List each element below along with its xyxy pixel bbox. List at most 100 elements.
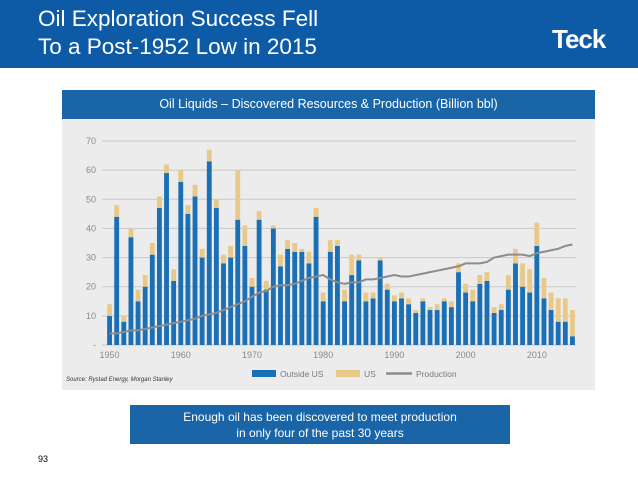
bar-us: [498, 304, 504, 311]
header-banner: Oil Exploration Success Fell To a Post-1…: [0, 0, 638, 68]
bar-outside-us: [534, 245, 540, 345]
bar-outside-us: [384, 289, 390, 345]
bar-outside-us: [206, 161, 212, 345]
bar-outside-us: [213, 208, 219, 345]
bar-us: [135, 289, 141, 302]
bar-us: [548, 292, 554, 311]
bar-outside-us: [470, 301, 476, 345]
bar-us: [242, 225, 248, 246]
bar-outside-us: [491, 312, 497, 345]
bar-us: [391, 295, 397, 302]
bar-outside-us: [406, 304, 412, 345]
bar-us: [505, 275, 511, 290]
y-tick-label: 30: [86, 253, 96, 263]
bar-outside-us: [399, 298, 404, 345]
bar-us: [513, 248, 518, 264]
bar-outside-us: [413, 312, 419, 345]
bar-us: [463, 283, 469, 293]
callout-box: Enough oil has been discovered to meet p…: [130, 405, 510, 444]
bar-outside-us: [527, 292, 533, 345]
bar-us: [327, 240, 333, 252]
bar-outside-us: [391, 301, 397, 345]
legend-label-us: US: [364, 369, 376, 379]
bar-us: [520, 263, 526, 287]
legend: Outside US US Production: [252, 369, 457, 379]
x-tick-label: 2000: [456, 350, 476, 360]
bar-outside-us: [427, 310, 433, 345]
bar-us: [292, 243, 298, 252]
callout-line1: Enough oil has been discovered to meet p…: [183, 410, 457, 424]
bar-us: [441, 298, 447, 302]
bar-outside-us: [199, 257, 205, 345]
bar-us: [570, 310, 575, 337]
bar-us: [456, 263, 461, 273]
bar-us: [278, 254, 283, 267]
slide-title: Oil Exploration Success Fell To a Post-1…: [38, 5, 318, 61]
bar-us: [171, 269, 177, 281]
source-note: Source: Rystad Energy, Morgan Stanley: [66, 377, 173, 383]
bar-us: [363, 292, 369, 302]
bar-us: [534, 222, 540, 246]
bar-outside-us: [278, 266, 283, 345]
bar-outside-us: [463, 292, 469, 345]
bar-outside-us: [313, 216, 319, 345]
chart-title: Oil Liquids – Discovered Resources & Pro…: [62, 90, 595, 119]
bar-us: [491, 307, 497, 313]
bar-outside-us: [242, 245, 248, 345]
bar-outside-us: [249, 286, 255, 345]
bar-us: [448, 301, 454, 308]
bar-outside-us: [192, 196, 198, 345]
slide-title-line2: To a Post-1952 Low in 2015: [38, 34, 317, 59]
bar-outside-us: [349, 275, 355, 345]
bar-outside-us: [342, 301, 347, 345]
bar-outside-us: [562, 321, 568, 345]
bar-us: [342, 289, 347, 302]
bar-us: [121, 315, 127, 322]
bar-outside-us: [548, 310, 554, 345]
bar-outside-us: [185, 213, 191, 345]
bar-us: [164, 164, 169, 174]
bar-outside-us: [335, 245, 340, 345]
bar-outside-us: [555, 321, 561, 345]
bar-outside-us: [327, 251, 333, 345]
legend-label-production: Production: [416, 369, 457, 379]
bar-us: [107, 304, 112, 316]
bar-outside-us: [541, 298, 547, 345]
bar-us: [356, 254, 362, 261]
bar-outside-us: [363, 301, 369, 345]
x-tick-label: 2010: [527, 350, 547, 360]
bar-outside-us: [513, 263, 518, 345]
bar-outside-us: [142, 286, 148, 345]
bar-outside-us: [135, 301, 141, 345]
bar-us: [142, 275, 148, 287]
bar-us: [213, 199, 219, 209]
bar-us: [235, 170, 241, 220]
bar-outside-us: [256, 219, 262, 345]
bar-us: [313, 208, 319, 217]
y-tick-label: 60: [86, 165, 96, 175]
bar-us: [555, 298, 561, 322]
bar-outside-us: [377, 260, 383, 345]
y-axis-ticks: - 10 20 30 40 50 60 70: [86, 136, 96, 350]
bar-us: [185, 205, 191, 214]
legend-label-outside-us: Outside US: [280, 369, 324, 379]
bars: [107, 149, 575, 345]
bar-outside-us: [477, 283, 483, 345]
bar-outside-us: [456, 272, 461, 345]
slide-title-line1: Oil Exploration Success Fell: [38, 6, 319, 31]
page-number: 93: [38, 454, 49, 464]
bar-outside-us: [420, 301, 426, 345]
bar-us: [477, 275, 483, 284]
bar-us: [406, 298, 412, 305]
teck-logo: Teck: [552, 24, 606, 54]
legend-swatch-outside-us: [252, 370, 276, 377]
bar-outside-us: [164, 173, 169, 345]
bar-outside-us: [520, 286, 526, 345]
bar-us: [335, 240, 340, 246]
bar-outside-us: [448, 307, 454, 345]
bar-us: [149, 243, 155, 255]
y-tick-label: -: [93, 340, 96, 350]
x-axis-ticks: 1950 1960 1970 1980 1990 2000 2010: [100, 350, 547, 360]
bar-us: [285, 240, 291, 249]
y-tick-label: 10: [86, 311, 96, 321]
